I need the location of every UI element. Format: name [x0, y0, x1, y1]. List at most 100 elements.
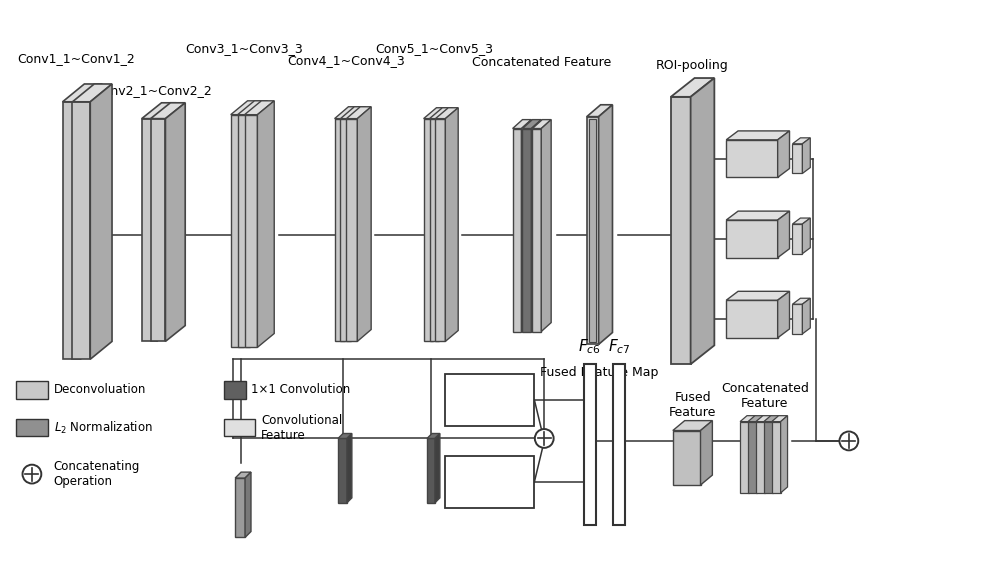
Polygon shape [802, 218, 810, 254]
Polygon shape [231, 115, 244, 347]
Polygon shape [671, 78, 714, 97]
Polygon shape [773, 416, 780, 493]
Polygon shape [781, 416, 788, 493]
Text: Convolutional
Feature: Convolutional Feature [261, 414, 343, 442]
Polygon shape [522, 120, 541, 128]
Polygon shape [726, 131, 790, 140]
Bar [613, 364, 625, 524]
Polygon shape [427, 438, 435, 503]
Polygon shape [792, 298, 810, 304]
Text: Bbox: Bbox [474, 470, 505, 483]
Polygon shape [335, 119, 345, 341]
Polygon shape [748, 416, 764, 421]
Polygon shape [772, 421, 781, 493]
Polygon shape [245, 472, 251, 537]
Polygon shape [238, 115, 250, 347]
Polygon shape [764, 421, 773, 493]
Polygon shape [430, 119, 439, 341]
Polygon shape [513, 128, 521, 332]
Text: Conv4_1~Conv4_3: Conv4_1~Conv4_3 [287, 54, 405, 67]
Polygon shape [157, 103, 176, 341]
Polygon shape [424, 119, 433, 341]
Text: ROI-pooling: ROI-pooling [656, 59, 729, 72]
Text: Soft max: Soft max [462, 387, 518, 400]
Polygon shape [756, 421, 765, 493]
Polygon shape [245, 115, 257, 347]
Polygon shape [802, 298, 810, 334]
Polygon shape [347, 433, 352, 503]
Polygon shape [435, 433, 440, 503]
Polygon shape [587, 105, 612, 116]
Polygon shape [430, 108, 452, 119]
Polygon shape [532, 120, 551, 128]
Polygon shape [427, 433, 440, 438]
Polygon shape [245, 101, 274, 115]
Polygon shape [701, 420, 712, 485]
Polygon shape [165, 103, 185, 341]
Text: Concatenated
Feature: Concatenated Feature [721, 382, 809, 410]
Polygon shape [231, 101, 260, 115]
Polygon shape [522, 128, 531, 332]
Polygon shape [338, 433, 352, 438]
Bar [589, 119, 596, 342]
Polygon shape [435, 119, 445, 341]
Text: Deconvoluation: Deconvoluation [54, 384, 146, 397]
Circle shape [23, 464, 41, 484]
Polygon shape [63, 102, 80, 359]
Polygon shape [346, 107, 371, 119]
Polygon shape [151, 103, 185, 119]
Polygon shape [749, 416, 756, 493]
Text: Fused Feature Map: Fused Feature Map [540, 366, 659, 379]
Polygon shape [346, 119, 357, 341]
Polygon shape [90, 84, 112, 359]
Polygon shape [726, 211, 790, 220]
Polygon shape [792, 144, 802, 173]
Polygon shape [335, 107, 359, 119]
Polygon shape [445, 108, 458, 341]
Polygon shape [142, 103, 176, 119]
Polygon shape [792, 138, 810, 144]
Polygon shape [802, 138, 810, 173]
Text: Conv2_1~Conv2_2: Conv2_1~Conv2_2 [95, 84, 212, 97]
Text: $F_{c6}$: $F_{c6}$ [578, 337, 601, 357]
Text: $F_{c7}$: $F_{c7}$ [608, 337, 631, 357]
Polygon shape [151, 119, 165, 341]
Polygon shape [80, 84, 102, 359]
Polygon shape [433, 108, 446, 341]
Polygon shape [541, 120, 551, 332]
Text: Concatenating
Operation: Concatenating Operation [54, 460, 140, 488]
Bar [16, 419, 48, 437]
Bar [224, 381, 246, 399]
Polygon shape [792, 304, 802, 334]
Text: Regression: Regression [456, 487, 524, 500]
Polygon shape [726, 140, 778, 177]
Text: Fused
Feature: Fused Feature [669, 390, 716, 419]
Polygon shape [726, 300, 778, 338]
Polygon shape [513, 120, 531, 128]
Polygon shape [521, 120, 531, 332]
Polygon shape [235, 472, 251, 478]
Polygon shape [757, 416, 764, 493]
Polygon shape [756, 416, 772, 421]
Polygon shape [338, 438, 347, 503]
Text: Conv5_1~Conv5_3: Conv5_1~Conv5_3 [375, 42, 493, 55]
Polygon shape [748, 421, 757, 493]
Polygon shape [244, 101, 260, 347]
Polygon shape [235, 478, 245, 537]
Polygon shape [142, 119, 157, 341]
Polygon shape [340, 119, 351, 341]
Polygon shape [726, 292, 790, 300]
Polygon shape [778, 292, 790, 338]
Polygon shape [671, 97, 691, 364]
Polygon shape [587, 116, 599, 345]
Polygon shape [772, 416, 788, 421]
Text: 1×1 Convolution: 1×1 Convolution [251, 384, 351, 397]
Polygon shape [673, 431, 701, 485]
Text: Classification: Classification [448, 405, 531, 418]
Polygon shape [439, 108, 452, 341]
Circle shape [839, 432, 858, 450]
Polygon shape [764, 416, 780, 421]
Polygon shape [691, 78, 714, 364]
Polygon shape [765, 416, 772, 493]
Polygon shape [726, 220, 778, 258]
